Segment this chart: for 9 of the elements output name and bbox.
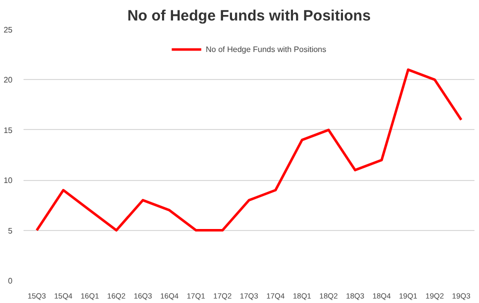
y-tick-label: 10 — [4, 176, 14, 186]
y-tick-label: 20 — [4, 76, 14, 85]
line-series — [36, 68, 462, 232]
y-tick-label: 25 — [4, 26, 14, 34]
legend-label: No of Hedge Funds with Positions — [206, 44, 326, 54]
y-tick-label: 0 — [8, 276, 14, 286]
chart-title: No of Hedge Funds with Positions — [127, 8, 371, 24]
y-tick-label: 5 — [8, 226, 14, 236]
y-tick-label: 15 — [4, 126, 14, 135]
